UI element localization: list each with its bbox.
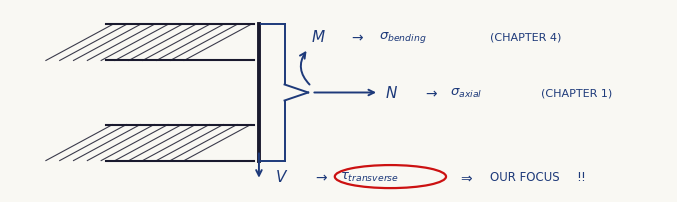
Text: (CHAPTER 1): (CHAPTER 1) (541, 88, 612, 98)
Text: $\tau_{transverse}$: $\tau_{transverse}$ (340, 170, 399, 183)
Text: $\rightarrow$: $\rightarrow$ (422, 86, 439, 100)
Text: $\rightarrow$: $\rightarrow$ (349, 30, 364, 44)
Text: V: V (276, 169, 286, 184)
Text: $\Rightarrow$: $\Rightarrow$ (458, 170, 473, 184)
Text: (CHAPTER 4): (CHAPTER 4) (490, 32, 562, 42)
Text: OUR FOCUS: OUR FOCUS (490, 170, 560, 183)
Text: M: M (311, 30, 325, 45)
Text: $\sigma_{axial}$: $\sigma_{axial}$ (450, 86, 482, 100)
Text: $\sigma_{bending}$: $\sigma_{bending}$ (379, 30, 427, 45)
Text: !!: !! (576, 170, 586, 183)
Text: N: N (386, 86, 397, 100)
Text: $\rightarrow$: $\rightarrow$ (313, 170, 328, 184)
